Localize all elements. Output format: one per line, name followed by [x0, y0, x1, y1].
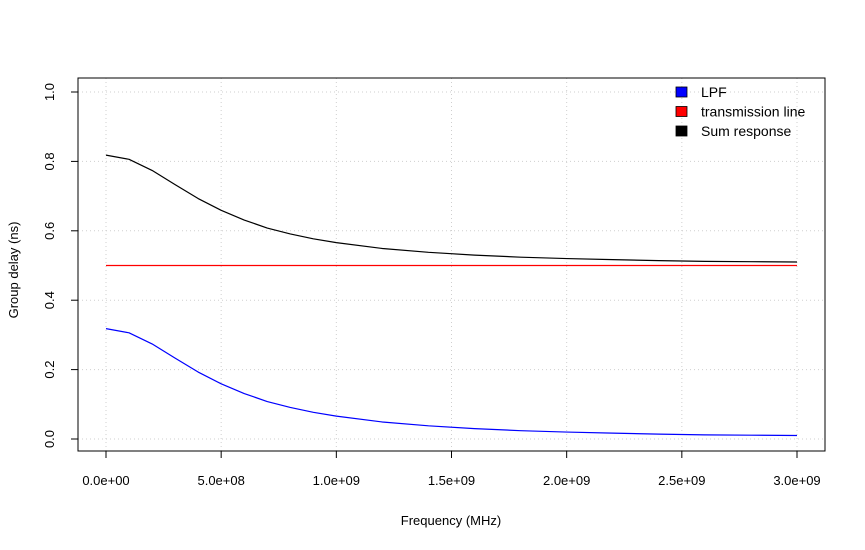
x-tick-label: 1.5e+09 — [428, 473, 475, 488]
x-tick-label: 2.0e+09 — [543, 473, 590, 488]
y-tick-label: 1.0 — [42, 83, 57, 101]
x-axis-title: Frequency (MHz) — [401, 513, 501, 528]
series-line-lpf — [105, 328, 798, 437]
x-tick-label: 2.5e+09 — [658, 473, 705, 488]
y-axis-title: Group delay (ns) — [6, 222, 21, 319]
y-tick-label: 0.0 — [42, 430, 57, 448]
legend: LPF transmission line Sum response — [675, 84, 805, 139]
y-axis: 0.0 0.2 0.4 0.6 0.8 1.0 — [42, 83, 79, 448]
legend-label: transmission line — [701, 104, 805, 120]
series-line-sum-response — [105, 154, 798, 263]
y-tick-label: 0.2 — [42, 361, 57, 379]
series-lines — [105, 154, 798, 437]
x-tick-label: 1.0e+09 — [313, 473, 360, 488]
legend-swatch — [675, 86, 688, 98]
y-tick-label: 0.4 — [42, 291, 57, 309]
legend-label: LPF — [701, 84, 727, 100]
y-tick-label: 0.6 — [42, 222, 57, 240]
x-tick-label: 3.0e+09 — [773, 473, 820, 488]
legend-swatch — [675, 125, 688, 137]
x-axis: 0.0e+00 5.0e+08 1.0e+09 1.5e+09 2.0e+09 2.5e+… — [82, 450, 821, 488]
grid-lines — [78, 78, 825, 451]
legend-label: Sum response — [701, 123, 791, 139]
legend-swatch — [675, 106, 688, 117]
x-tick-label: 0.0e+00 — [82, 473, 129, 488]
y-tick-label: 0.8 — [42, 152, 57, 170]
x-tick-label: 5.0e+08 — [197, 473, 244, 488]
